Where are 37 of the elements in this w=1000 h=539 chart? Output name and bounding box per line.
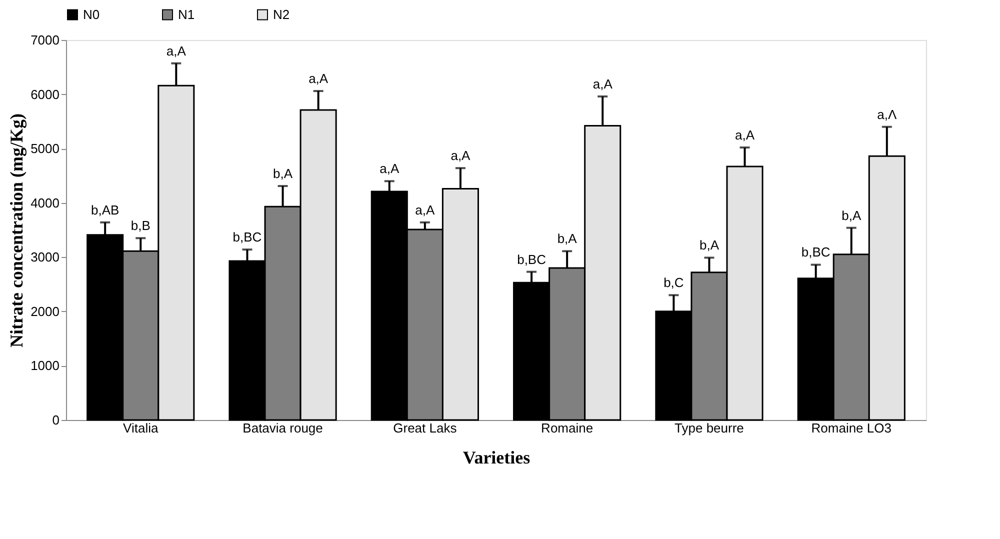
data-label: a,A — [166, 43, 186, 58]
y-tick-label: 6000 — [30, 86, 60, 102]
x-tick-label: Romaine — [541, 420, 594, 436]
data-label: b,A — [699, 238, 720, 253]
data-label: b,C — [664, 275, 684, 290]
y-tick-label: 3000 — [30, 250, 60, 265]
data-label: a,A — [380, 161, 400, 176]
x-axis-title: Varieties — [462, 448, 530, 468]
data-label: b,BC — [517, 252, 546, 267]
x-tick-label: Type beurre — [674, 420, 744, 436]
data-label: b,B — [130, 218, 150, 234]
data-label: a,A — [308, 71, 328, 86]
legend-label: N0 — [83, 6, 100, 22]
data-label: a,A — [592, 76, 613, 92]
legend-label: N1 — [178, 6, 195, 22]
data-label: b,A — [273, 166, 293, 182]
x-tick-label: Great Laks — [393, 420, 458, 436]
data-label: a,A — [735, 127, 755, 142]
data-label: a,Λ — [877, 106, 897, 122]
data-label: b,BC — [232, 230, 262, 245]
data-label: b,A — [557, 231, 578, 246]
y-tick-label: 2000 — [30, 304, 60, 319]
x-tick-label: Romaine LO3 — [811, 420, 892, 436]
x-tick-label: Batavia rouge — [242, 420, 323, 436]
x-tick-label: Vitalia — [123, 420, 159, 436]
data-label: b,A — [842, 208, 862, 223]
y-tick-label: 5000 — [30, 141, 60, 156]
y-tick-label: 1000 — [30, 358, 60, 374]
data-label: b,BC — [801, 244, 830, 260]
y-tick-label: 0 — [52, 412, 60, 428]
data-label: b,AB — [90, 202, 120, 218]
legend-label: N2 — [273, 6, 290, 22]
y-tick-label: 4000 — [30, 195, 60, 210]
data-label: a,A — [415, 202, 436, 218]
y-axis-title: Nitrate concentration (mg/Kg) — [6, 114, 27, 348]
y-tick-label: 7000 — [30, 32, 60, 48]
data-label: a,A — [450, 148, 471, 164]
